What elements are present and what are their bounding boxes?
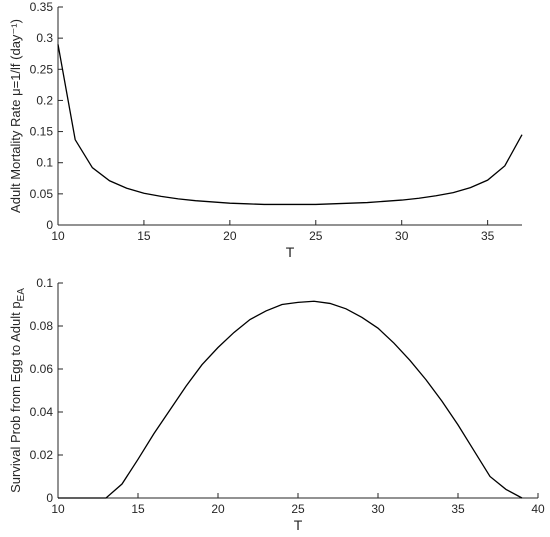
- x-tick-label: 15: [131, 502, 145, 516]
- y-tick-label: 0: [46, 218, 53, 232]
- x-tick-label: 35: [451, 502, 465, 516]
- y-label-text: Adult Mortality Rate μ=1/lf (day⁻¹): [8, 19, 23, 213]
- y-label-sub: EA: [16, 288, 27, 302]
- x-tick-label: 25: [291, 502, 305, 516]
- y-tick-label: 0.05: [30, 187, 54, 201]
- y-tick-label: 0.2: [36, 93, 53, 107]
- y-tick-label: 0.08: [30, 319, 54, 333]
- y-tick-label: 0.02: [30, 448, 54, 462]
- line: [57, 44, 523, 206]
- y-tick-label: 0.25: [30, 62, 54, 76]
- y-tick-label: 0.15: [30, 125, 54, 139]
- y-tick-label: 0: [46, 491, 53, 505]
- y-tick-label: 0.04: [30, 405, 54, 419]
- x-label: T: [294, 517, 303, 533]
- y-tick-label: 0.35: [30, 0, 54, 14]
- y-tick-label: 0.3: [36, 31, 53, 45]
- x-tick-label: 20: [211, 502, 225, 516]
- x-tick-label: 30: [371, 502, 385, 516]
- x-tick-label: 20: [223, 229, 237, 243]
- line: [58, 300, 523, 499]
- x-tick-label: 30: [395, 229, 409, 243]
- x-tick-label: 15: [137, 229, 151, 243]
- y-label-text: Survival Prob from Egg to Adult p: [8, 301, 23, 492]
- x-tick-label: 40: [531, 502, 545, 516]
- x-tick-label: 35: [481, 229, 495, 243]
- y-tick-label: 0.06: [30, 362, 54, 376]
- y-label: Survival Prob from Egg to Adult pEA: [8, 288, 27, 493]
- x-label: T: [286, 244, 295, 260]
- x-tick-label: 25: [309, 229, 323, 243]
- x-tick-label: 10: [51, 502, 65, 516]
- y-label: Adult Mortality Rate μ=1/lf (day⁻¹): [8, 19, 23, 213]
- y-tick-label: 0.1: [36, 276, 53, 290]
- y-tick-label: 0.1: [36, 156, 53, 170]
- x-tick-label: 10: [51, 229, 65, 243]
